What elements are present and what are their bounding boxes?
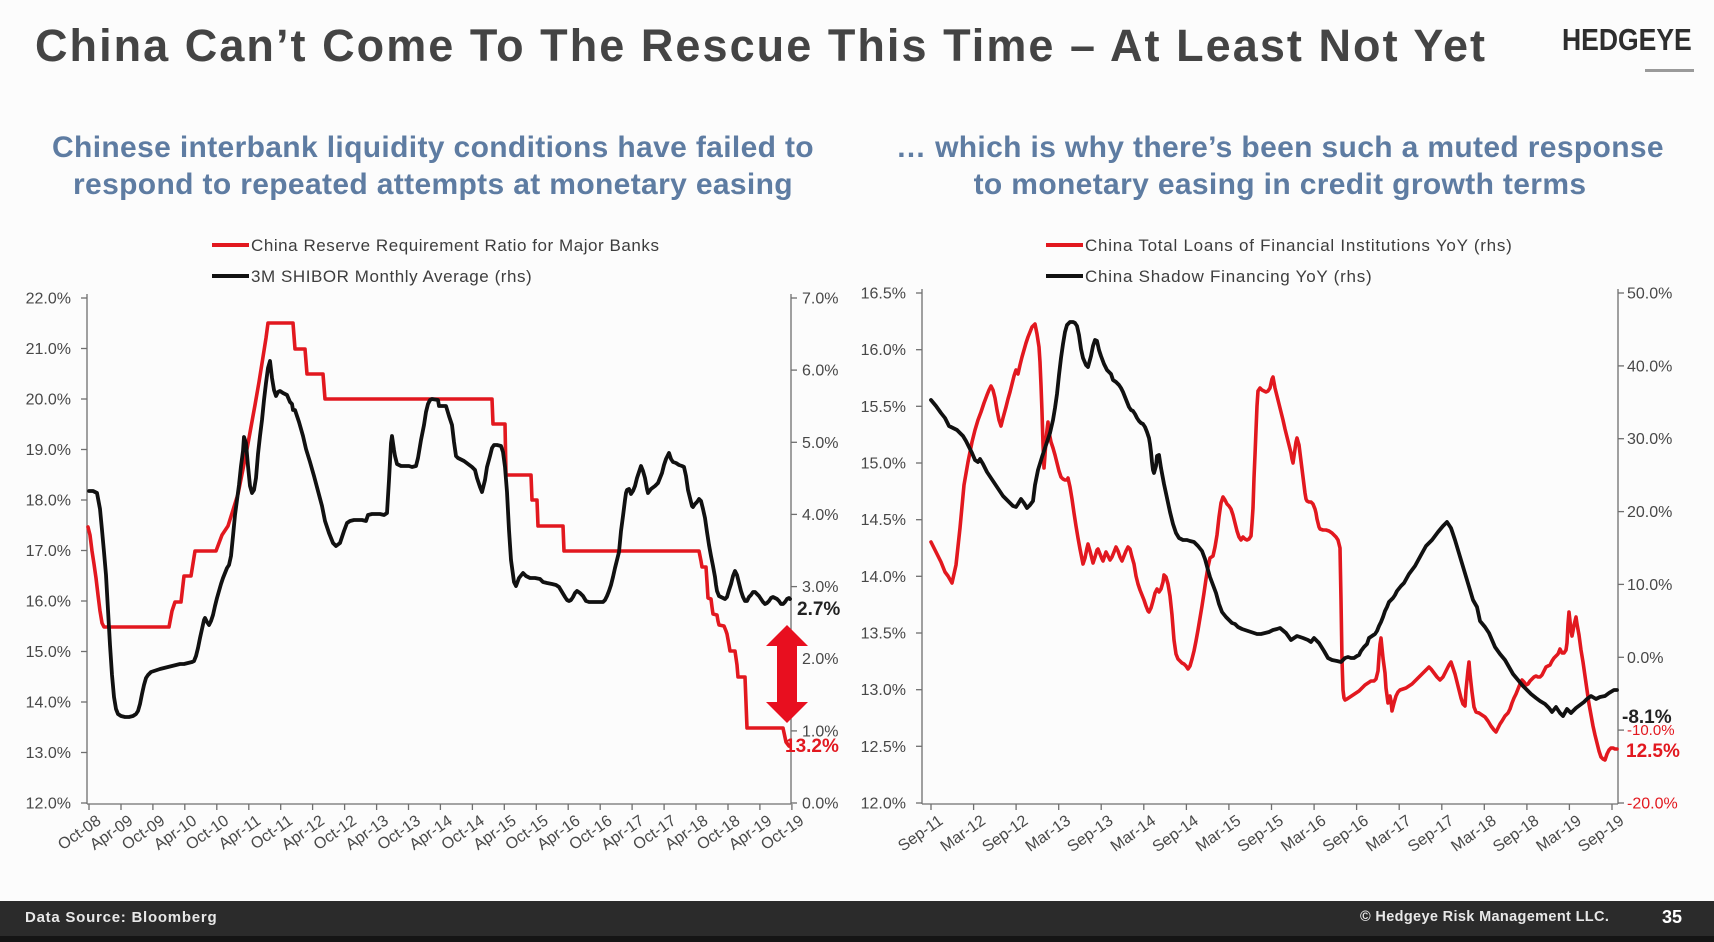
svg-text:Sep-17: Sep-17: [1405, 812, 1457, 856]
svg-text:16.5%: 16.5%: [861, 286, 906, 303]
svg-text:40.0%: 40.0%: [1627, 358, 1672, 375]
svg-text:4.0%: 4.0%: [802, 507, 838, 524]
svg-text:18.0%: 18.0%: [26, 493, 71, 510]
svg-text:Sep-13: Sep-13: [1064, 812, 1116, 856]
svg-text:3.0%: 3.0%: [802, 579, 838, 596]
svg-text:-20.0%: -20.0%: [1627, 796, 1678, 813]
svg-text:-8.1%: -8.1%: [1622, 707, 1672, 728]
svg-text:50.0%: 50.0%: [1627, 286, 1672, 303]
svg-text:16.0%: 16.0%: [861, 342, 906, 359]
svg-text:Mar-17: Mar-17: [1363, 812, 1414, 855]
svg-text:2.7%: 2.7%: [797, 599, 840, 620]
svg-text:12.0%: 12.0%: [861, 796, 906, 813]
svg-text:-10.0%: -10.0%: [1627, 722, 1675, 739]
svg-text:30.0%: 30.0%: [1627, 431, 1672, 448]
svg-text:Sep-14: Sep-14: [1150, 812, 1202, 856]
svg-text:22.0%: 22.0%: [26, 291, 71, 308]
svg-text:Sep-11: Sep-11: [895, 812, 946, 855]
svg-text:Sep-12: Sep-12: [979, 812, 1031, 856]
svg-text:15.5%: 15.5%: [861, 399, 906, 416]
svg-text:14.0%: 14.0%: [861, 569, 906, 586]
svg-text:12.0%: 12.0%: [26, 796, 71, 813]
svg-text:6.0%: 6.0%: [802, 363, 838, 380]
svg-text:Mar-12: Mar-12: [938, 812, 989, 855]
svg-text:20.0%: 20.0%: [1627, 504, 1672, 521]
svg-text:Mar-13: Mar-13: [1023, 812, 1074, 855]
svg-text:Sep-18: Sep-18: [1490, 812, 1542, 856]
svg-text:5.0%: 5.0%: [802, 435, 838, 452]
svg-text:20.0%: 20.0%: [26, 392, 71, 409]
svg-text:Mar-14: Mar-14: [1108, 812, 1159, 855]
svg-text:19.0%: 19.0%: [26, 442, 71, 459]
svg-text:7.0%: 7.0%: [802, 291, 838, 308]
svg-text:13.2%: 13.2%: [785, 736, 839, 757]
svg-text:13.0%: 13.0%: [861, 682, 906, 699]
svg-text:21.0%: 21.0%: [26, 341, 71, 358]
svg-text:Sep-19: Sep-19: [1575, 812, 1627, 856]
svg-text:13.5%: 13.5%: [861, 626, 906, 643]
svg-text:0.0%: 0.0%: [802, 796, 838, 813]
svg-text:12.5%: 12.5%: [861, 739, 906, 756]
svg-text:0.0%: 0.0%: [1627, 650, 1663, 667]
svg-text:16.0%: 16.0%: [26, 594, 71, 611]
svg-text:17.0%: 17.0%: [26, 543, 71, 560]
svg-text:12.5%: 12.5%: [1626, 741, 1680, 762]
svg-text:2.0%: 2.0%: [802, 651, 838, 668]
svg-text:14.0%: 14.0%: [26, 695, 71, 712]
svg-text:Mar-18: Mar-18: [1448, 812, 1499, 855]
svg-text:Mar-16: Mar-16: [1278, 812, 1329, 855]
svg-text:15.0%: 15.0%: [26, 644, 71, 661]
svg-text:Mar-15: Mar-15: [1193, 812, 1244, 855]
svg-text:Sep-16: Sep-16: [1320, 812, 1372, 856]
svg-text:Mar-19: Mar-19: [1533, 812, 1584, 855]
svg-text:10.0%: 10.0%: [1627, 577, 1672, 594]
svg-text:13.0%: 13.0%: [26, 745, 71, 762]
svg-text:1.0%: 1.0%: [802, 723, 838, 740]
svg-text:14.5%: 14.5%: [861, 512, 906, 529]
svg-text:Sep-15: Sep-15: [1235, 812, 1287, 856]
svg-text:15.0%: 15.0%: [861, 456, 906, 473]
